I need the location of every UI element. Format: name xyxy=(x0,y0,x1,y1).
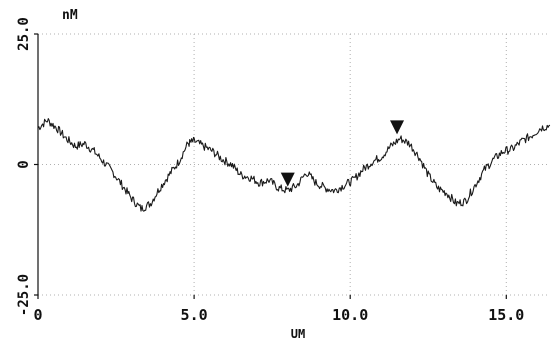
cursor-marker-layer xyxy=(280,120,405,187)
profile-line-layer xyxy=(37,118,551,212)
y-tick-label: 25.0 xyxy=(16,17,32,51)
profile-line xyxy=(37,118,551,212)
grid-layer xyxy=(38,33,550,296)
cursor-marker xyxy=(280,172,295,187)
axis-layer xyxy=(34,33,507,299)
y-tick-label: -25.0 xyxy=(16,274,32,316)
x-tick-label: 15.0 xyxy=(488,306,524,324)
x-tick-label: 5.0 xyxy=(181,306,208,324)
x-tick-label: 10.0 xyxy=(332,306,368,324)
cursor-marker xyxy=(390,120,405,135)
y-tick-label: 0 xyxy=(16,160,32,168)
x-tick-label: 0 xyxy=(33,306,42,324)
y-unit-label: nM xyxy=(62,8,78,23)
x-unit-label: UM xyxy=(291,327,305,341)
